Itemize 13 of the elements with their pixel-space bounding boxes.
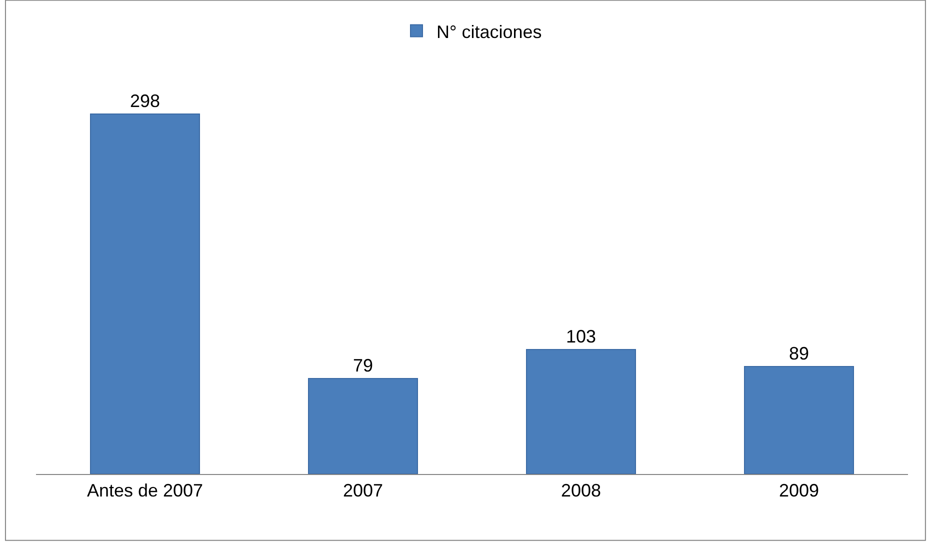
data-label: 89 [788,343,810,364]
data-label: 79 [352,356,374,376]
x-tick-label: 2007 [342,480,384,501]
legend-label: N° citaciones [436,22,542,42]
bar [90,113,200,474]
x-tick-label: 2009 [778,480,820,501]
bar [744,366,854,474]
bar [308,378,418,474]
x-tick-label: 2008 [560,480,602,501]
data-label: 103 [566,326,596,347]
bar [526,349,636,474]
data-label: 298 [130,90,160,111]
x-tick-label: Antes de 2007 [86,480,204,501]
